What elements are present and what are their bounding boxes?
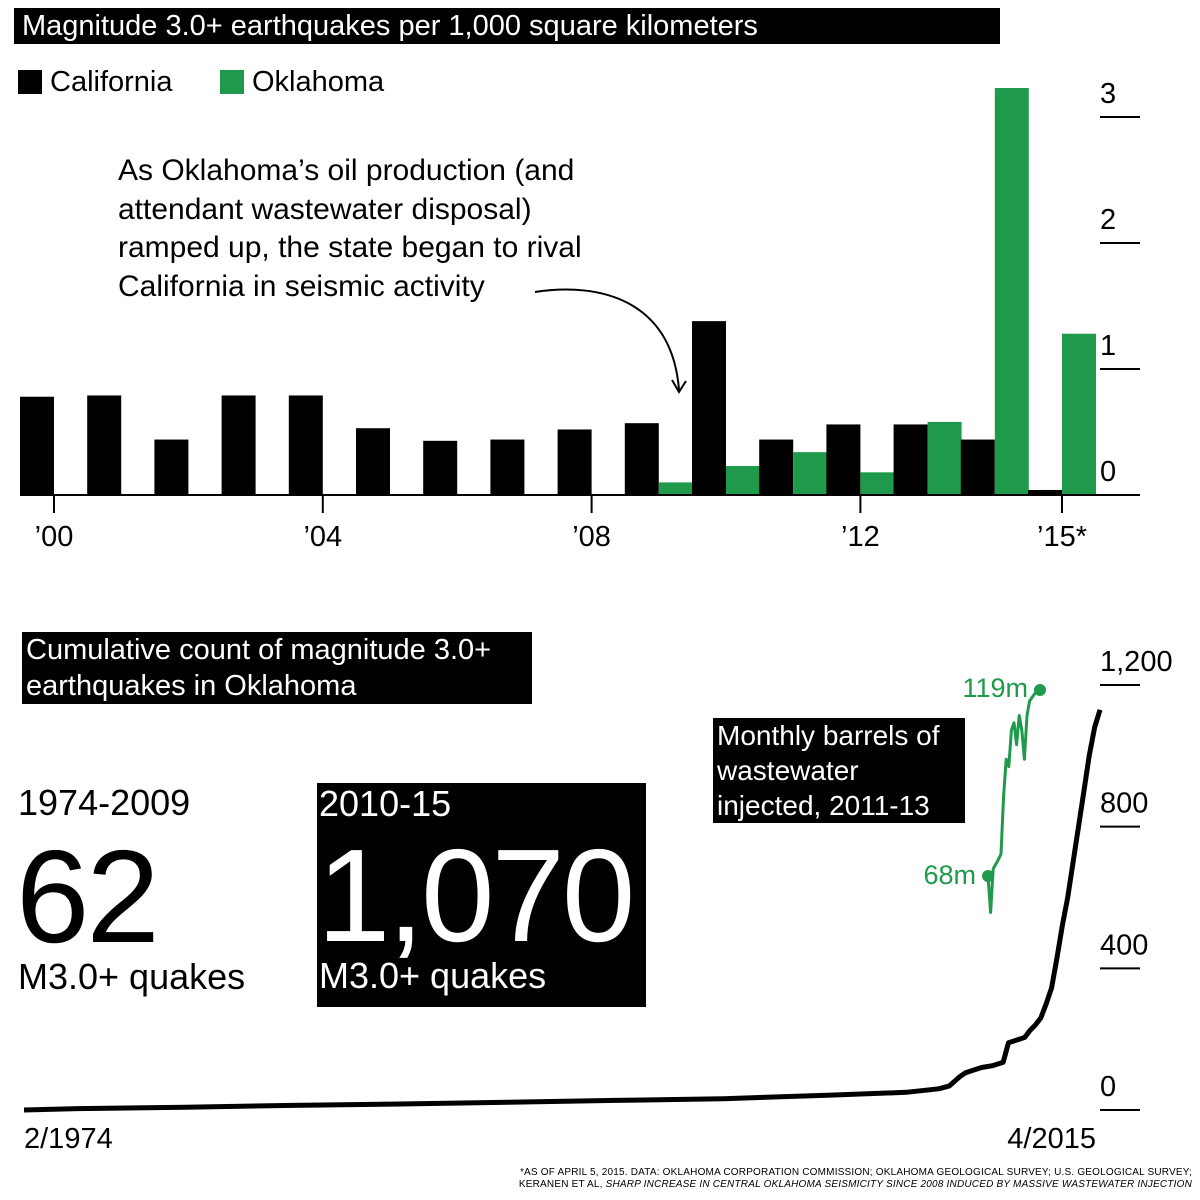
- bar-california-2009: [624, 423, 659, 495]
- bar-california-2002: [154, 439, 189, 495]
- bar-oklahoma-2014: [994, 88, 1029, 496]
- y2-label-0: 0: [1100, 1071, 1116, 1103]
- bar-california-2011: [759, 439, 794, 495]
- x-label-2015*: ’15*: [1037, 521, 1087, 553]
- y2-label-400: 400: [1100, 929, 1148, 961]
- chart1-title: Magnitude 3.0+ earthquakes per 1,000 squ…: [14, 8, 1000, 44]
- legend-california: California: [18, 64, 173, 100]
- bar-california-2007: [490, 439, 525, 495]
- summary-left-count: 62: [16, 823, 160, 970]
- wastewater-end-dot: [1034, 684, 1046, 696]
- bar-california-2004: [288, 395, 323, 495]
- y2-label-800: 800: [1100, 788, 1148, 820]
- bar-california-2005: [356, 428, 390, 495]
- legend-california-label: California: [50, 65, 173, 98]
- bar-california-2014: [960, 439, 995, 495]
- legend-oklahoma-label: Oklahoma: [252, 65, 385, 98]
- chart2-svg: 0 400 800 1,200 2/1974 4/2015 68m 119m: [23, 646, 1173, 1155]
- bar-oklahoma-2009: [658, 482, 693, 495]
- summary-right-label: M3.0+ quakes: [319, 955, 547, 996]
- chart1-svg: 0 1 2 3 ’00 ’04 ’08 ’12 ’15*: [20, 78, 1140, 553]
- bar-california-2003: [221, 395, 256, 495]
- chart1-axis: [20, 116, 1140, 513]
- inset-title: Monthly barrels of wastewater injected, …: [713, 718, 965, 823]
- x-label-2000: ’00: [35, 521, 74, 553]
- y-label-0: 0: [1100, 456, 1116, 488]
- footnote-line2-italic: SHARP INCREASE IN CENTRAL OKLAHOMA SEISM…: [605, 1179, 1192, 1190]
- wastewater-end-label: 119m: [962, 673, 1028, 703]
- bar-oklahoma-2013: [927, 421, 962, 495]
- cumulative-line: [23, 709, 1103, 1113]
- y-label-2: 2: [1100, 204, 1116, 236]
- summary-right-count: 1,070: [317, 822, 635, 969]
- legend-oklahoma: Oklahoma: [220, 64, 384, 100]
- bar-oklahoma-2011: [793, 452, 828, 495]
- bar-california-2012: [826, 424, 861, 495]
- footnote: *AS OF APRIL 5, 2015. DATA: OKLAHOMA COR…: [12, 1167, 1192, 1191]
- x-label-2008: ’08: [572, 521, 611, 553]
- footnote-line2-prefix: KERANEN ET AL,: [518, 1179, 606, 1190]
- legend-california-swatch: [18, 70, 42, 94]
- summary-right-box: 2010-15 1,070 M3.0+ quakes: [317, 783, 646, 1007]
- chart2-title: Cumulative count of magnitude 3.0+ earth…: [22, 632, 532, 704]
- wastewater-start-dot: [982, 870, 994, 882]
- chart1-y-labels: 0 1 2 3: [1100, 78, 1116, 488]
- chart1-bars: [20, 88, 1096, 496]
- bar-oklahoma-2012: [860, 472, 895, 495]
- bar-california-2013: [893, 424, 928, 495]
- annotation-arrow: [534, 288, 680, 391]
- wastewater-line: [986, 688, 1041, 914]
- chart1-x-labels: ’00 ’04 ’08 ’12 ’15*: [35, 521, 1087, 553]
- bar-oklahoma-2015*: [1062, 333, 1096, 495]
- summary-left-range: 1974-2009: [18, 782, 191, 823]
- bar-california-2010: [692, 321, 726, 495]
- footnote-line2: KERANEN ET AL, SHARP INCREASE IN CENTRAL…: [12, 1179, 1192, 1191]
- y2-label-1,200: 1,200: [1100, 646, 1173, 678]
- legend-oklahoma-swatch: [220, 70, 244, 94]
- y-label-1: 1: [1100, 330, 1116, 362]
- x2-label-end: 4/2015: [1007, 1123, 1096, 1155]
- bar-california-2001: [87, 395, 122, 495]
- bar-california-2000: [20, 396, 54, 495]
- bar-oklahoma-2010: [726, 466, 760, 495]
- chart1-annotation: As Oklahoma’s oil production (and attend…: [118, 154, 582, 303]
- x-label-2004: ’04: [303, 521, 342, 553]
- chart2-x-labels: 2/1974 4/2015: [24, 1123, 1096, 1155]
- annotation-arrowhead: [671, 379, 687, 394]
- summary-right-range: 2010-15: [319, 783, 452, 824]
- footnote-line1: *AS OF APRIL 5, 2015. DATA: OKLAHOMA COR…: [519, 1167, 1192, 1178]
- y-label-3: 3: [1100, 78, 1116, 110]
- bar-california-2006: [423, 440, 458, 495]
- summary-left-label: M3.0+ quakes: [18, 956, 246, 997]
- chart2-axis: 0 400 800 1,200: [1100, 646, 1173, 1111]
- bar-california-2008: [557, 429, 592, 495]
- wastewater-start-label: 68m: [923, 860, 976, 890]
- x-label-2012: ’12: [841, 521, 880, 553]
- x2-label-start: 2/1974: [24, 1123, 113, 1155]
- bar-california-2015*: [1028, 489, 1062, 495]
